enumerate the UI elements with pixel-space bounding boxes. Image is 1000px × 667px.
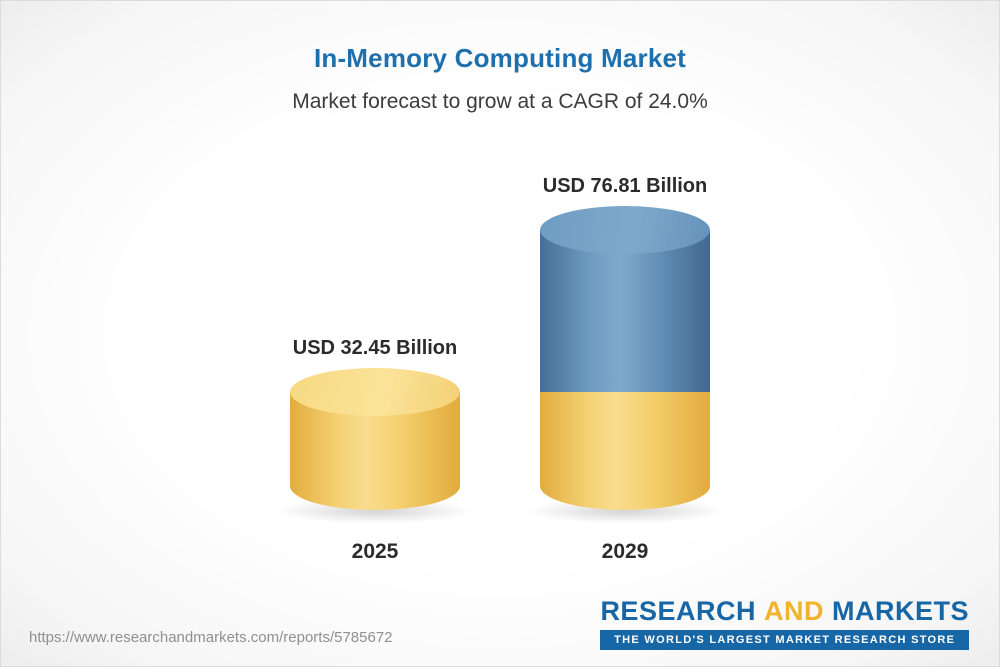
bar-2025: [272, 368, 478, 524]
page-subtitle: Market forecast to grow at a CAGR of 24.…: [292, 90, 708, 113]
bar-2029-body: [540, 230, 710, 510]
logo-word-markets: MARKETS: [832, 596, 969, 626]
research-and-markets-logo: RESEARCH AND MARKETS THE WORLD'S LARGEST…: [600, 596, 969, 650]
bar-2029: [522, 206, 728, 524]
bar-2029-category-label: 2029: [601, 540, 649, 563]
bar-2025-top-ellipse: [290, 368, 460, 416]
bar-group-2029: USD 76.81 Billion 2029: [522, 175, 728, 564]
chart-area: USD 32.45 Billion 2025 USD 76.81 Billion…: [1, 175, 999, 564]
report-url: https://www.researchandmarkets.com/repor…: [29, 629, 393, 646]
bar-group-2025: USD 32.45 Billion 2025: [272, 337, 478, 564]
bar-2029-segment-top: [540, 230, 710, 392]
bar-2029-segment-bottom: [540, 391, 710, 510]
logo-tagline: THE WORLD'S LARGEST MARKET RESEARCH STOR…: [600, 630, 969, 650]
logo-word-research: RESEARCH: [600, 596, 756, 626]
bar-2029-top-ellipse: [540, 206, 710, 254]
chart-header: In-Memory Computing Market Market foreca…: [1, 43, 999, 114]
bar-2025-value-label: USD 32.45 Billion: [292, 337, 458, 359]
page-title: In-Memory Computing Market: [313, 43, 687, 73]
bar-2029-value-label: USD 76.81 Billion: [542, 175, 708, 197]
logo-wordmark: RESEARCH AND MARKETS: [600, 596, 969, 627]
logo-word-and: AND: [763, 596, 824, 626]
bar-2025-category-label: 2025: [351, 540, 399, 563]
